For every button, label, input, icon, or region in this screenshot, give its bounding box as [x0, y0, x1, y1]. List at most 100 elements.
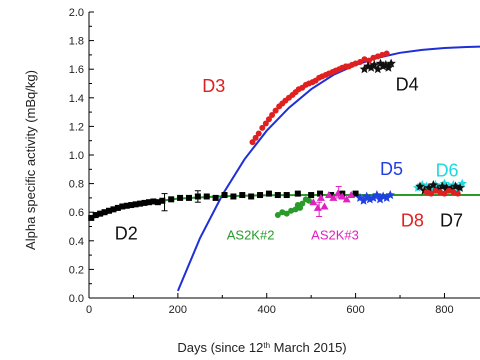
- data-point: [381, 59, 391, 69]
- data-point: [249, 139, 256, 146]
- data-point: [308, 192, 315, 199]
- data-point: [272, 107, 279, 114]
- annotation-as2k-2: AS2K#2: [227, 227, 275, 242]
- data-point: [369, 59, 379, 69]
- data-point: [313, 203, 322, 211]
- data-point: [221, 192, 228, 199]
- data-point: [88, 214, 95, 221]
- annotation-d5: D5: [380, 159, 403, 179]
- data-point: [203, 193, 210, 200]
- data-point: [230, 193, 237, 200]
- data-point: [368, 192, 379, 202]
- data-point: [441, 190, 448, 197]
- x-tick-label: 200: [169, 304, 187, 316]
- data-point: [185, 194, 192, 201]
- x-axis-title-rest: March 2015): [270, 340, 347, 355]
- data-point: [252, 134, 259, 141]
- y-tick-label: 1.8: [69, 36, 84, 48]
- data-point: [342, 195, 351, 203]
- data-points: [88, 50, 467, 221]
- data-point: [269, 111, 276, 118]
- annotation-d6: D6: [436, 160, 459, 180]
- data-point: [274, 212, 281, 219]
- data-point: [324, 191, 333, 199]
- data-point: [320, 202, 329, 210]
- data-point: [361, 191, 372, 201]
- data-point: [194, 193, 201, 200]
- data-point: [373, 64, 383, 74]
- data-point: [137, 200, 144, 207]
- data-point: [154, 199, 161, 206]
- series-as2k-3: [309, 185, 356, 217]
- data-point: [110, 206, 117, 213]
- y-tick-label: 0.2: [69, 264, 84, 276]
- y-tick-label: 1.2: [69, 121, 84, 133]
- x-tick-label: 800: [435, 304, 453, 316]
- data-point: [305, 197, 312, 204]
- data-point: [359, 64, 370, 74]
- y-tick-label: 2.0: [69, 7, 84, 19]
- series-d5: [355, 190, 395, 205]
- annotation-as2k-3: AS2K#3: [311, 227, 359, 242]
- annotation-d3: D3: [202, 76, 225, 96]
- data-point: [262, 120, 269, 127]
- data-point: [444, 181, 454, 191]
- x-axis-title: Days (since 12th March 2015): [177, 340, 346, 355]
- data-point: [365, 57, 372, 64]
- annotation-d2: D2: [115, 223, 138, 243]
- y-tick-label: 0.0: [69, 293, 84, 305]
- x-axis-title-sup: th: [263, 341, 270, 350]
- data-point: [378, 61, 388, 71]
- y-tick-label: 0.6: [69, 207, 84, 219]
- data-point: [283, 192, 290, 199]
- data-point: [255, 130, 262, 137]
- y-tick-label: 1.4: [69, 93, 84, 105]
- data-point: [105, 207, 112, 214]
- data-point: [352, 190, 359, 197]
- data-point: [338, 192, 347, 200]
- annotations: D3 D4 D2 AS2K#2 AS2K#3 D5 D6 D8 D7: [115, 75, 463, 244]
- data-point: [428, 180, 439, 190]
- data-point: [455, 182, 465, 192]
- data-point: [265, 116, 272, 123]
- y-tick-label: 1.6: [69, 64, 84, 76]
- data-point: [317, 190, 324, 197]
- data-point: [101, 209, 108, 216]
- data-point: [239, 192, 246, 199]
- data-point: [132, 201, 139, 208]
- data-point: [274, 192, 281, 199]
- data-point: [159, 197, 166, 204]
- annotation-d8: D8: [401, 211, 424, 231]
- data-point: [294, 190, 301, 197]
- data-point: [92, 212, 99, 219]
- x-tick-label: 0: [86, 304, 92, 316]
- series-d2: [88, 190, 359, 221]
- axes: 0.0 0.2 0.4 0.6 0.8 1.0 1.2 1.4 1.6 1.8 2.0 0 200 400…: [69, 7, 480, 316]
- data-point: [365, 194, 375, 204]
- data-point: [283, 210, 290, 217]
- series-d3: [249, 50, 390, 146]
- series-as2k-2: [274, 196, 312, 219]
- y-axis-title: Alpha specific activity (mBq/kg): [23, 70, 38, 250]
- data-point: [248, 193, 255, 200]
- data-point: [358, 195, 369, 205]
- data-point: [413, 182, 423, 192]
- y-tick-label: 0.4: [69, 236, 84, 248]
- data-point: [119, 203, 126, 210]
- annotation-d7: D7: [440, 211, 463, 231]
- data-point: [259, 124, 266, 131]
- fit-curves: [88, 45, 480, 292]
- data-point: [97, 210, 104, 217]
- y-tick-label: 0.8: [69, 179, 84, 191]
- data-point: [257, 192, 264, 199]
- series-d4: [359, 58, 396, 74]
- data-point: [212, 194, 219, 201]
- data-point: [168, 196, 175, 203]
- data-point: [150, 198, 157, 205]
- annotation-d4: D4: [396, 75, 419, 95]
- data-point: [265, 190, 272, 197]
- data-point: [141, 199, 148, 206]
- data-point: [299, 200, 306, 207]
- data-point: [366, 62, 376, 72]
